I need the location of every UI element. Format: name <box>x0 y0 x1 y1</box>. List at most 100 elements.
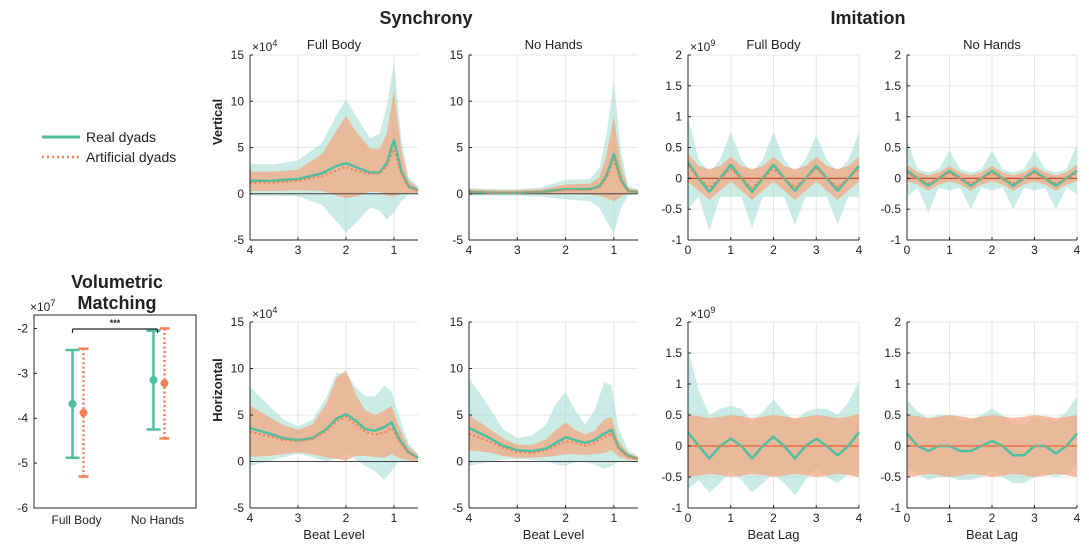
x-tick-label: 2 <box>343 243 350 257</box>
x-tick-label: 3 <box>1031 243 1038 257</box>
x-axis-label: Beat Lag <box>747 527 799 542</box>
x-tick-label: 3 <box>295 243 302 257</box>
x-tick-label: 1 <box>727 243 734 257</box>
y-tick-label: 0 <box>456 187 463 201</box>
x-tick-label: 3 <box>514 243 521 257</box>
x-tick-label: 2 <box>770 243 777 257</box>
x-tick-label: 2 <box>989 511 996 525</box>
mean-point-artificial <box>160 379 169 388</box>
y-tick-label: 0 <box>675 171 682 185</box>
mean-point-real <box>68 399 77 408</box>
x-tick-label: 1 <box>611 243 618 257</box>
x-tick-label: 4 <box>856 243 863 257</box>
band-artificial <box>250 370 418 461</box>
y-tick-label: 1 <box>675 110 682 124</box>
series-line-real <box>906 432 1078 457</box>
row-label-vertical: Vertical <box>210 99 225 145</box>
section-title-volumetric-1: Volumetric <box>71 272 163 292</box>
legend-artificial-label: Artificial dyads <box>86 149 176 165</box>
panel-imit-vertical-fullbody: 0 1 2 3 4 -1 -0.5 0 0.5 1 1.5 2 ×109 Full Body <box>661 37 862 257</box>
y-tick-label: 1.5 <box>884 79 901 93</box>
series-line-real <box>249 412 419 459</box>
x-tick-label: 2 <box>989 243 996 257</box>
panel-title: Full Body <box>307 37 362 52</box>
y-tick-label: -1 <box>671 233 682 247</box>
series-line-real <box>687 431 860 460</box>
y-tick-label: -0.5 <box>661 470 682 484</box>
y-tick-label: 2 <box>894 48 901 62</box>
x-tick-label: 0 <box>685 243 692 257</box>
y-tick-label: 15 <box>450 48 464 62</box>
section-title-synchrony: Synchrony <box>379 8 472 28</box>
section-title-imitation: Imitation <box>831 8 906 28</box>
x-tick-label: 0 <box>904 511 911 525</box>
y-tick-label: 1 <box>894 377 901 391</box>
y-tick-label: 1.5 <box>665 79 682 93</box>
panel-title: No Hands <box>963 37 1021 52</box>
axis-exponent: ×104 <box>252 38 277 54</box>
x-tick-label: 1 <box>946 511 953 525</box>
y-tick-label: -1 <box>890 501 901 515</box>
x-tick-label: 1 <box>391 511 398 525</box>
y-tick-label: -5 <box>452 501 463 515</box>
y-tick-label: -5 <box>233 233 244 247</box>
x-tick-label: 3 <box>295 511 302 525</box>
y-tick-label: 2 <box>894 315 901 329</box>
y-tick-label: -6 <box>17 501 28 515</box>
y-tick-label: 0 <box>456 455 463 469</box>
panel-imit-horizontal-fullbody: 0 1 2 3 4 -1 -0.5 0 0.5 1 1.5 2 ×109 Beat Lag <box>661 305 862 542</box>
x-tick-label: 4 <box>1074 511 1081 525</box>
series-line-real <box>468 426 639 460</box>
y-tick-label: 0.5 <box>884 141 901 155</box>
panel-sync-vertical-fullbody: 4 3 2 1 -5 0 5 10 15 ×104 Full Body <box>231 37 419 257</box>
x-tick-label: 0 <box>904 243 911 257</box>
y-tick-label: 1 <box>894 110 901 124</box>
row-label-horizontal: Horizontal <box>210 358 225 422</box>
x-tick-label: 4 <box>1074 243 1081 257</box>
x-tick-label: 2 <box>343 511 350 525</box>
panel-sync-vertical-nohands: 4 3 2 1 -5 0 5 10 15 No Hands <box>450 37 639 257</box>
x-tick-label: 4 <box>247 243 254 257</box>
y-tick-label: 0 <box>675 439 682 453</box>
y-tick-label: -0.5 <box>880 470 901 484</box>
y-tick-label: 15 <box>450 315 464 329</box>
y-tick-label: 0.5 <box>884 408 901 422</box>
x-tick-label: 2 <box>770 511 777 525</box>
x-tick-label: 2 <box>562 243 569 257</box>
x-tick-label: 1 <box>611 511 618 525</box>
panel-imit-horizontal-nohands: 0 1 2 3 4 -1 -0.5 0 0.5 1 1.5 2 Beat Lag <box>880 315 1080 542</box>
plot-frame <box>33 314 197 509</box>
y-tick-label: 5 <box>237 408 244 422</box>
panel-imit-vertical-nohands: 0 1 2 3 4 -1 -0.5 0 0.5 1 1.5 2 No Hands <box>880 37 1080 257</box>
series-line-real <box>250 138 419 192</box>
panel-sync-horizontal-fullbody: 4 3 2 1 -5 0 5 10 15 ×104 Beat Level <box>231 305 419 542</box>
series-line-real <box>686 161 860 194</box>
x-axis-label: Beat Level <box>523 527 585 542</box>
x-axis-label: Beat Level <box>303 527 365 542</box>
y-tick-label: -1 <box>671 501 682 515</box>
series-line-artificial <box>249 415 419 459</box>
y-tick-label: 1.5 <box>884 346 901 360</box>
x-tick-label: 3 <box>514 511 521 525</box>
panel-volumetric-matching: -6 -5 -4 -3 -2 Full Body No Hands *** ×107 <box>17 298 197 527</box>
y-tick-label: 0 <box>894 439 901 453</box>
category-label: No Hands <box>131 513 184 527</box>
category-label: Full Body <box>51 513 101 527</box>
axis-exponent: ×109 <box>690 38 715 54</box>
y-tick-label: 15 <box>231 315 245 329</box>
y-tick-label: 0.5 <box>665 141 682 155</box>
y-tick-label: 2 <box>675 48 682 62</box>
x-tick-label: 3 <box>813 511 820 525</box>
y-tick-label: 5 <box>456 408 463 422</box>
x-tick-label: 1 <box>727 511 734 525</box>
mean-point-artificial <box>79 408 88 417</box>
y-tick-label: 15 <box>231 48 245 62</box>
panel-title: Full Body <box>746 37 801 52</box>
y-tick-label: -5 <box>17 456 28 470</box>
panel-sync-horizontal-nohands: 4 3 2 1 -5 0 5 10 15 Beat Level <box>450 315 639 542</box>
x-tick-label: 2 <box>562 511 569 525</box>
y-tick-label: 0 <box>894 171 901 185</box>
y-tick-label: 10 <box>231 362 245 376</box>
y-tick-label: 2 <box>675 315 682 329</box>
